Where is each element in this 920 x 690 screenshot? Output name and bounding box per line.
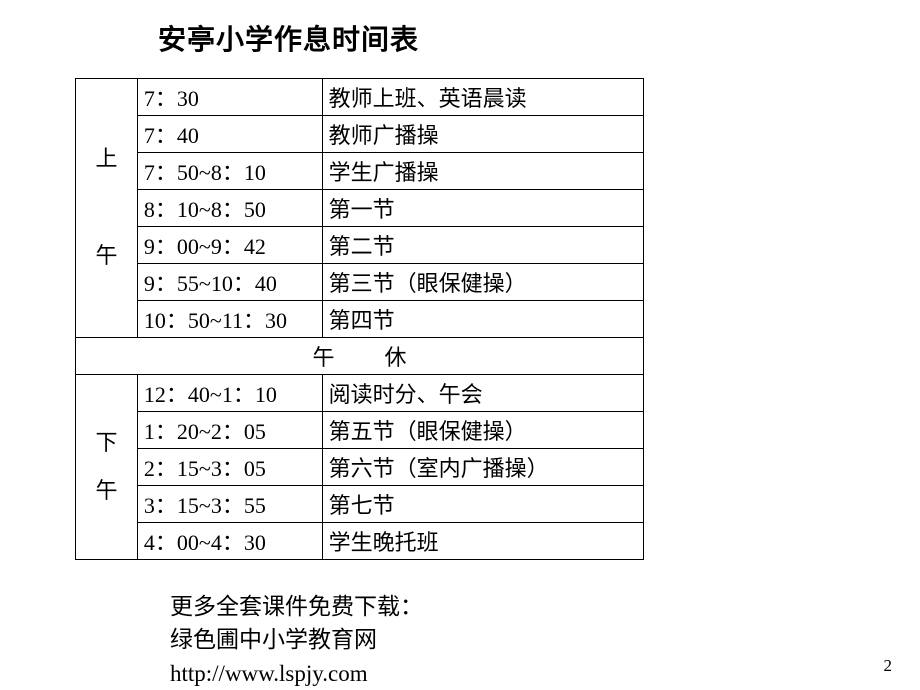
time-cell: 3：15~3：55: [137, 486, 322, 523]
table-row: 8：10~8：50 第一节: [76, 190, 644, 227]
activity-cell: 第七节: [322, 486, 643, 523]
schedule-table: 上午 7：30 教师上班、英语晨读 7：40 教师广播操 7：50~8：10 学…: [75, 78, 644, 560]
table-row: 7：40 教师广播操: [76, 116, 644, 153]
break-row: 午休: [76, 338, 644, 375]
afternoon-period-label: 下午: [76, 375, 138, 560]
table-row: 7：50~8：10 学生广播操: [76, 153, 644, 190]
footer-text: 更多全套课件免费下载： 绿色圃中小学教育网 http://www.lspjy.c…: [170, 590, 920, 690]
activity-cell: 第二节: [322, 227, 643, 264]
table-row: 10：50~11：30 第四节: [76, 301, 644, 338]
activity-cell: 第一节: [322, 190, 643, 227]
time-cell: 9：00~9：42: [137, 227, 322, 264]
table-row: 下午 12：40~1：10 阅读时分、午会: [76, 375, 644, 412]
time-cell: 12：40~1：10: [137, 375, 322, 412]
time-cell: 7：40: [137, 116, 322, 153]
activity-cell: 第六节（室内广播操）: [322, 449, 643, 486]
time-cell: 9：55~10：40: [137, 264, 322, 301]
activity-cell: 学生广播操: [322, 153, 643, 190]
table-row: 3：15~3：55 第七节: [76, 486, 644, 523]
time-cell: 1：20~2：05: [137, 412, 322, 449]
time-cell: 7：50~8：10: [137, 153, 322, 190]
morning-period-label: 上午: [76, 79, 138, 338]
table-row: 4：00~4：30 学生晚托班: [76, 523, 644, 560]
footer-line1: 更多全套课件免费下载：: [170, 590, 920, 623]
activity-cell: 教师广播操: [322, 116, 643, 153]
activity-cell: 第三节（眼保健操）: [322, 264, 643, 301]
table-row: 9：00~9：42 第二节: [76, 227, 644, 264]
footer-line2: 绿色圃中小学教育网: [170, 623, 920, 656]
activity-cell: 阅读时分、午会: [322, 375, 643, 412]
time-cell: 8：10~8：50: [137, 190, 322, 227]
activity-cell: 第四节: [322, 301, 643, 338]
activity-cell: 学生晚托班: [322, 523, 643, 560]
time-cell: 7：30: [137, 79, 322, 116]
footer-line3: http://www.lspjy.com: [170, 657, 920, 690]
page-title: 安亭小学作息时间表: [158, 18, 920, 58]
table-row: 1：20~2：05 第五节（眼保健操）: [76, 412, 644, 449]
time-cell: 2：15~3：05: [137, 449, 322, 486]
time-cell: 4：00~4：30: [137, 523, 322, 560]
table-row: 9：55~10：40 第三节（眼保健操）: [76, 264, 644, 301]
table-row: 上午 7：30 教师上班、英语晨读: [76, 79, 644, 116]
activity-cell: 第五节（眼保健操）: [322, 412, 643, 449]
time-cell: 10：50~11：30: [137, 301, 322, 338]
break-label: 午休: [76, 338, 644, 375]
table-row: 2：15~3：05 第六节（室内广播操）: [76, 449, 644, 486]
activity-cell: 教师上班、英语晨读: [322, 79, 643, 116]
page-number: 2: [884, 656, 893, 676]
